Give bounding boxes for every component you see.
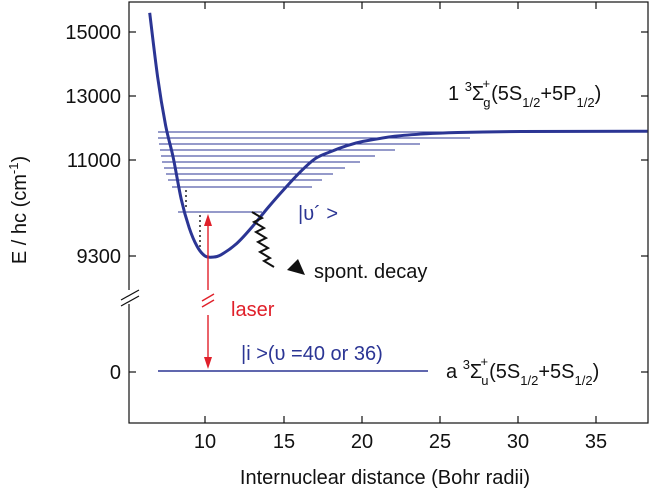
y-tick-label: 0 (110, 362, 121, 384)
plot-frame (128, 1, 649, 424)
x-tick-label: 35 (585, 431, 607, 453)
y-axis-label: E / hc (cm-1) (6, 156, 31, 264)
y-tick-label: 15000 (65, 22, 121, 44)
level-ellipsis (185, 190, 201, 250)
excited-potential-curve (148, 12, 648, 259)
x-tick-label: 30 (507, 431, 529, 453)
x-axis-label: Internuclear distance (Bohr radii) (240, 467, 530, 489)
y-tick-label: 13000 (65, 86, 121, 108)
decay-label: spont. decay (314, 261, 427, 283)
laser-arrow (201, 214, 215, 369)
laser-label: laser (231, 299, 275, 321)
ground-state-label: a 3Σu+(5S1/2+5S1/2) (446, 354, 599, 388)
vibrational-levels (158, 131, 620, 213)
decay-arrow (251, 211, 305, 275)
x-tick-label: 10 (194, 431, 216, 453)
y-tick-label: 11000 (67, 150, 121, 172)
excited-state-label: 1 3Σg+(5S1/2+5P1/2) (448, 76, 601, 110)
axis-break-mark (120, 289, 140, 307)
x-axis-ticks (204, 2, 597, 423)
x-tick-label: 25 (429, 431, 451, 453)
x-tick-label: 20 (351, 431, 373, 453)
initial-state-label: |i >(υ =40 or 36) (241, 343, 383, 365)
x-tick-label: 15 (273, 431, 295, 453)
y-axis-ticks (129, 31, 648, 373)
vprime-state-label: |υ´ > (298, 203, 338, 225)
y-tick-label: 9300 (77, 246, 122, 268)
